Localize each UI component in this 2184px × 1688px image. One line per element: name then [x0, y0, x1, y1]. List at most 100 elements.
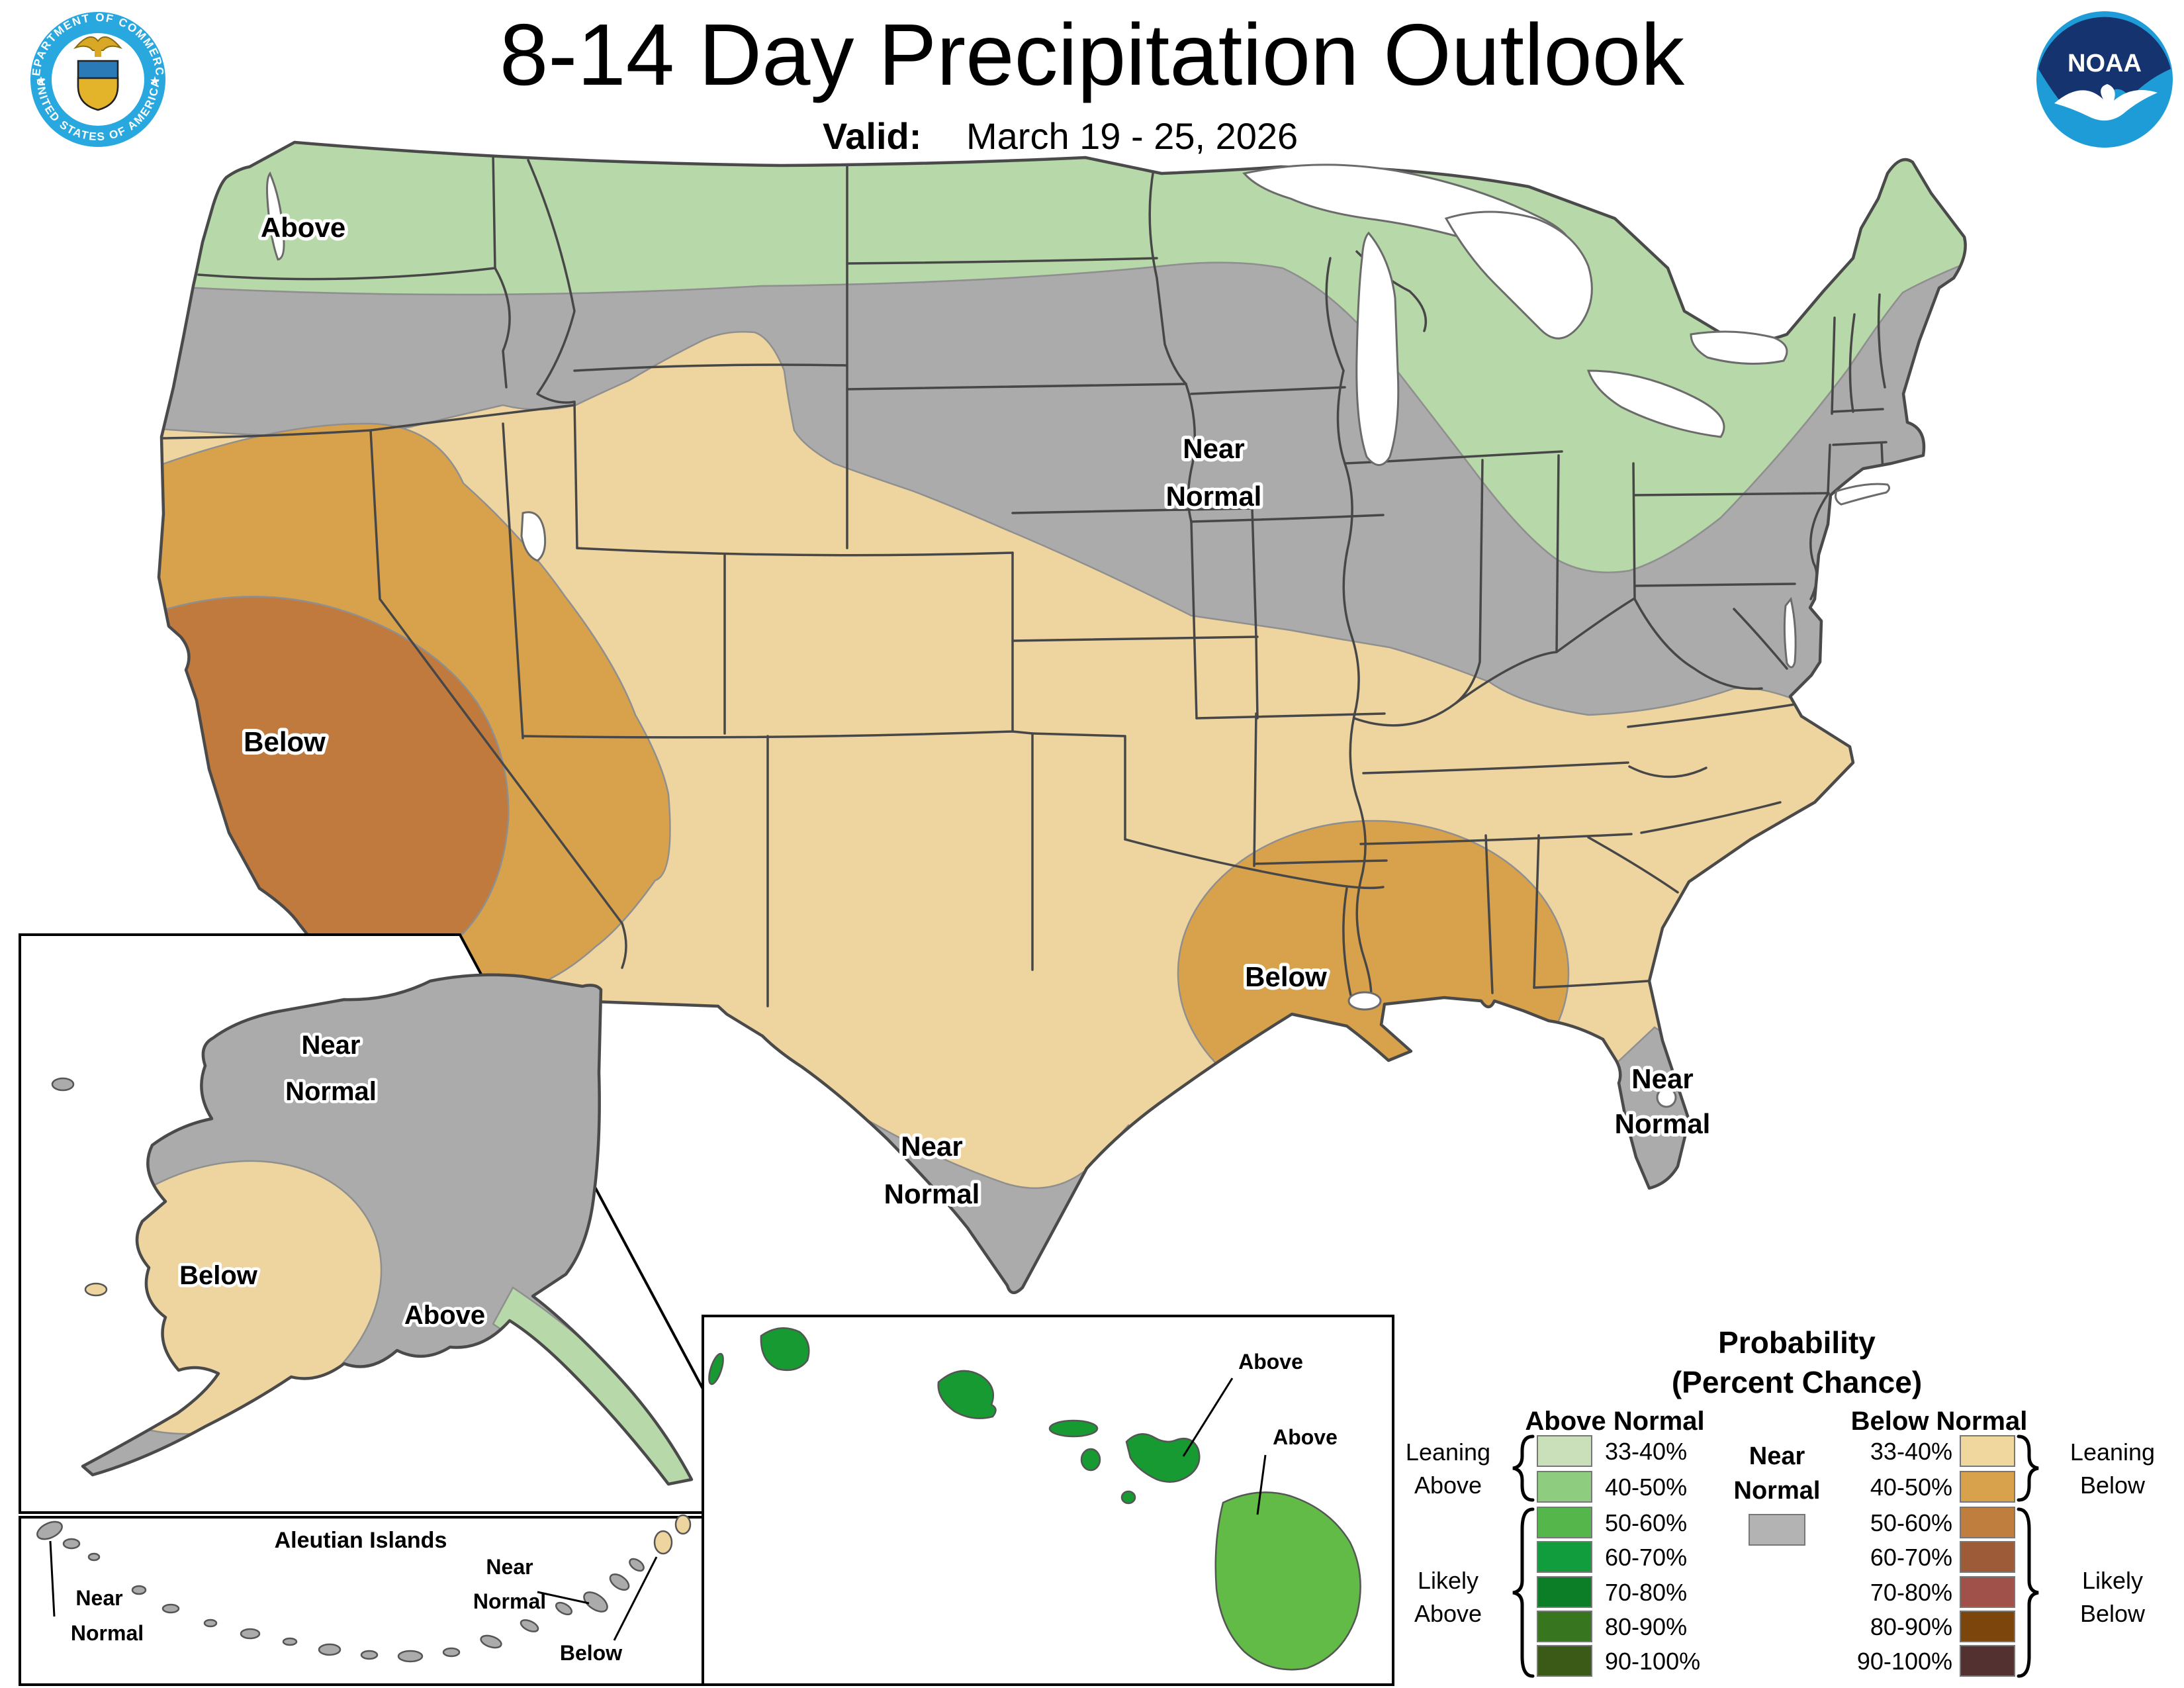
lake-erie — [1586, 369, 1725, 438]
legend-below-column: 33-40% 40-50% 50-60% 60-70% 70-80% 80-90… — [1857, 1435, 2015, 1677]
label-aleutians-right-2: Normal — [473, 1589, 546, 1613]
swatch-below-70 — [1960, 1576, 2015, 1608]
legend: Probability (Percent Chance) Above Norma… — [1406, 1325, 2155, 1678]
swatch-above-60 — [1537, 1541, 1592, 1573]
label-aleutians-left-2: Normal — [71, 1621, 144, 1645]
label-alaska-below: Below — [179, 1261, 258, 1290]
doc-eagle-body — [95, 49, 101, 57]
region-above-band — [159, 142, 1966, 573]
swatch-above-90 — [1537, 1645, 1592, 1677]
alaska-small-island-tan — [84, 1282, 108, 1297]
aleutian-island-below-1 — [653, 1530, 673, 1555]
swatch-above-50 — [1537, 1507, 1592, 1538]
swatch-below-40 — [1960, 1471, 2015, 1503]
aleutian-islands-gray — [36, 1521, 645, 1663]
label-above-nw: Above — [261, 212, 345, 243]
swatch-below-80 — [1960, 1611, 2015, 1642]
label-aleutians-below: Below — [560, 1641, 622, 1665]
aleutians-callout-right — [537, 1591, 590, 1605]
noaa-logo: NOAA — [2036, 11, 2173, 148]
great-salt-lake — [520, 511, 547, 562]
swatch-below-50 — [1960, 1507, 2015, 1538]
lake-michigan — [1355, 231, 1400, 466]
doc-shield-lower — [77, 77, 119, 111]
noaa-crest — [2038, 17, 2171, 107]
brace-leaning-below — [2017, 1434, 2039, 1502]
legend-above-column: 33-40% 40-50% 50-60% 60-70% 70-80% 80-90… — [1537, 1435, 1700, 1677]
puget-sound — [266, 171, 285, 261]
legend-above-header: Above Normal — [1525, 1407, 1704, 1436]
swatch-below-40-label: 40-50% — [1870, 1474, 1952, 1501]
state-borders — [161, 152, 1888, 1008]
alaska-small-island — [51, 1077, 75, 1092]
lake-ontario — [1690, 330, 1788, 365]
legend-likely-above-2: Above — [1414, 1600, 1482, 1627]
island-molokai — [1048, 1419, 1099, 1438]
swatch-below-60 — [1960, 1541, 2015, 1573]
hawaii-islands — [708, 1327, 1361, 1671]
great-lakes — [266, 164, 1891, 1108]
aleutians-callout-below — [613, 1556, 658, 1641]
hawaii-callout-2 — [1256, 1454, 1267, 1515]
island-kauai — [760, 1327, 810, 1372]
aleutian-island-below-2 — [674, 1514, 692, 1535]
doc-eagle-icon — [73, 36, 123, 51]
aleutians-callout-left — [49, 1540, 56, 1617]
swatch-above-90-label: 90-100% — [1605, 1648, 1700, 1675]
island-hawaii-big — [1214, 1491, 1361, 1671]
conus-region-labels: Above Near Normal Below Below Near Norma… — [240, 209, 1713, 1213]
label-near-normal-fl-2: Normal — [1615, 1108, 1711, 1139]
brace-likely-above — [1512, 1507, 1535, 1678]
swatch-near-normal — [1749, 1514, 1805, 1546]
swatch-below-33 — [1960, 1435, 2015, 1467]
doc-seal-logo: DEPARTMENT OF COMMERCE UNITED STATES OF … — [0, 0, 165, 147]
chesapeake-bay — [1783, 596, 1797, 669]
noaa-gull-icon — [2054, 84, 2158, 121]
label-aleutians-right-1: Near — [486, 1555, 533, 1579]
legend-likely-below-1: Likely — [2082, 1567, 2143, 1594]
lake-pontchartrain — [1347, 991, 1382, 1011]
swatch-above-70-label: 70-80% — [1605, 1579, 1687, 1606]
label-near-normal-tx-1: Near — [901, 1131, 962, 1162]
legend-near-1: Near — [1749, 1442, 1805, 1470]
label-below-west: Below — [244, 726, 326, 757]
island-oahu — [937, 1370, 997, 1419]
legend-near-2: Normal — [1734, 1477, 1821, 1505]
label-near-normal-fl-1: Near — [1631, 1063, 1693, 1094]
island-kahoolawe — [1120, 1490, 1136, 1505]
swatch-below-90-label: 90-100% — [1857, 1648, 1952, 1675]
page-title: 8-14 Day Precipitation Outlook — [500, 6, 1685, 103]
legend-likely-above-1: Likely — [1418, 1567, 1479, 1594]
doc-star-right-icon: ★ — [150, 74, 160, 87]
lake-huron — [1444, 211, 1593, 340]
legend-leaning-below-2: Below — [2080, 1472, 2146, 1499]
legend-below-header: Below Normal — [1851, 1407, 2028, 1436]
legend-title-2: (Percent Chance) — [1672, 1365, 1922, 1399]
swatch-above-50-label: 50-60% — [1605, 1509, 1687, 1536]
swatch-below-80-label: 80-90% — [1870, 1613, 1952, 1640]
label-near-normal-mw-1: Near — [1183, 433, 1244, 464]
alaska-outline — [81, 973, 694, 1486]
aleutians-title: Aleutian Islands — [275, 1528, 447, 1553]
swatch-above-33-label: 33-40% — [1605, 1438, 1687, 1465]
legend-likely-below-2: Below — [2080, 1600, 2146, 1627]
doc-star-left-icon: ★ — [36, 74, 46, 87]
swatch-above-33 — [1537, 1435, 1592, 1467]
swatch-below-33-label: 33-40% — [1870, 1438, 1952, 1465]
swatch-above-80-label: 80-90% — [1605, 1613, 1687, 1640]
alaska-inset: Near Normal Below Above — [19, 933, 704, 1514]
label-near-normal-mw-2: Normal — [1166, 481, 1262, 512]
valid-label: Valid: — [823, 115, 921, 157]
label-hawaii-above-1: Above — [1238, 1350, 1303, 1374]
hawaii-callout-1 — [1182, 1378, 1234, 1457]
lake-okeechobee — [1656, 1087, 1677, 1108]
label-aleutians-left-1: Near — [75, 1586, 122, 1610]
legend-leaning-above-1: Leaning — [1406, 1438, 1490, 1466]
legend-title-1: Probability — [1718, 1325, 1876, 1360]
label-alaska-above: Above — [404, 1301, 485, 1330]
brace-likely-below — [2017, 1507, 2039, 1678]
noaa-text: NOAA — [2068, 50, 2142, 77]
swatch-below-90 — [1960, 1645, 2015, 1677]
